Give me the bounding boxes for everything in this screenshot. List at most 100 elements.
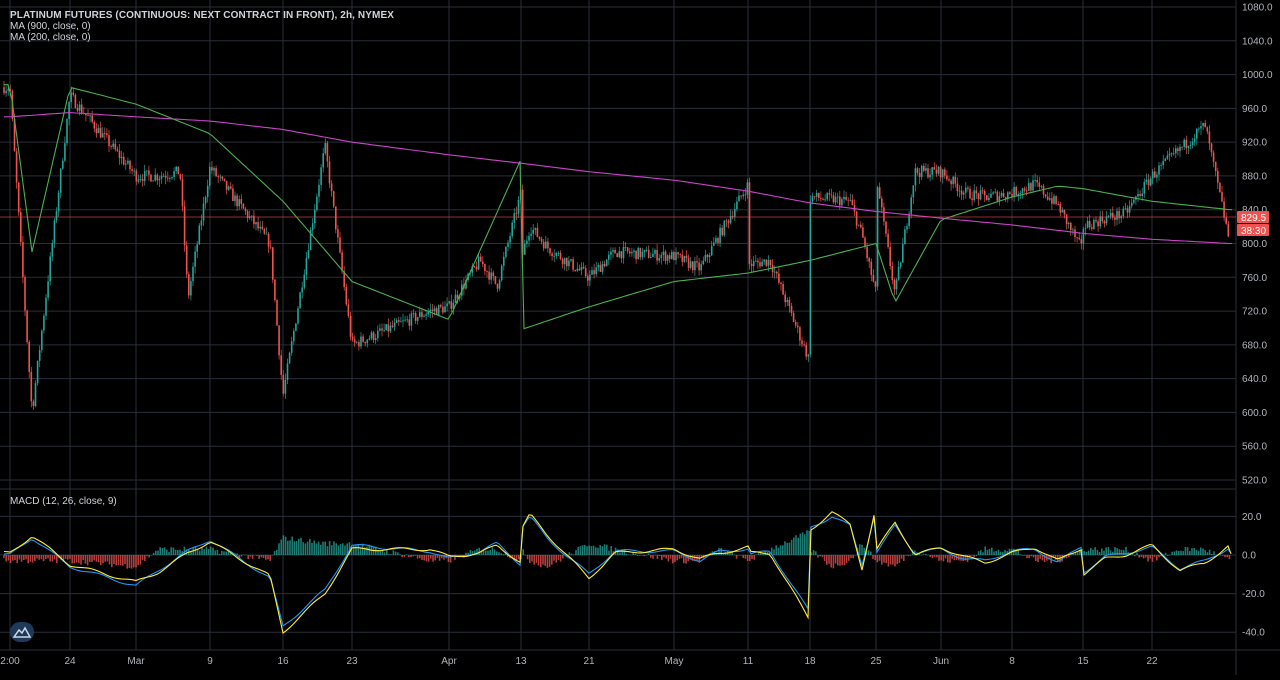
candle [513,208,516,230]
ma200-legend[interactable]: MA (200, close, 0) [10,32,91,43]
candle [297,305,299,325]
macd-histogram-bar [251,555,254,559]
candle [671,249,673,260]
candle [171,176,173,180]
macd-histogram-bar [1184,547,1187,555]
candle [834,192,837,206]
macd-histogram-bar [852,555,854,559]
candle [769,259,772,268]
macd-histogram-bar [645,555,648,556]
macd-histogram-bar [1211,554,1213,555]
macd-histogram-bar [214,550,216,555]
candle [158,175,161,187]
macd-histogram-bar [397,552,399,555]
candle [311,218,314,236]
macd-histogram-bar [20,555,23,562]
macd-histogram-bar [1182,551,1184,555]
candle [337,225,339,244]
macd-histogram-bar [16,555,18,563]
candle [114,138,117,152]
macd-histogram-bar [973,555,975,557]
macd-histogram-bar [658,555,661,556]
candle [339,232,341,254]
macd-histogram-bar [227,551,230,555]
macd-histogram-bar [254,555,256,556]
candle [593,263,595,279]
candle [95,123,98,138]
candle [973,184,975,203]
candle [326,140,329,168]
macd-histogram-bar [1213,551,1215,555]
candle [645,246,648,253]
macd-histogram-bar [722,552,725,555]
macd-histogram-bar [1156,555,1158,561]
macd-histogram-bar [1149,555,1151,559]
macd-histogram-bar [949,555,951,563]
macd-histogram-bar [258,555,260,559]
macd-histogram-bar [537,555,540,566]
candle [545,236,547,249]
candle [1139,190,1141,199]
candle [125,159,127,170]
macd-histogram-bar [652,555,654,559]
macd-histogram-bar [183,546,186,555]
macd-histogram-bar [729,552,731,555]
macd-histogram-bar [859,544,861,555]
macd-histogram-bar [1072,553,1074,555]
candle [538,236,541,241]
candle [190,277,192,301]
macd-histogram-bar [355,545,357,555]
macd-histogram-bar [665,555,667,559]
candle [276,298,278,326]
candle [377,325,379,342]
macd-histogram-bar [753,555,755,560]
candle [635,250,637,264]
macd-histogram-bar [515,555,518,561]
macd-histogram-bar [324,541,326,555]
macd-histogram-bar [366,546,368,555]
candle [335,206,337,234]
candle [51,239,54,262]
logo-icon[interactable] [10,622,34,642]
macd-tick-label: -40.0 [1242,628,1265,639]
macd-histogram-bar [104,555,106,562]
macd-histogram-bar [441,555,443,559]
candle [658,253,660,263]
candle [1105,211,1108,226]
macd-histogram-bar [322,541,324,555]
candle [1009,191,1011,195]
candle [1154,167,1156,178]
candle [391,320,394,329]
candle [122,152,125,166]
macd-histogram-bar [133,555,135,568]
candle [689,257,692,270]
macd-histogram-bar [64,555,67,559]
candle [15,148,18,189]
macd-legend[interactable]: MACD (12, 26, close, 9) [10,496,117,507]
candle [725,218,728,228]
macd-histogram-bar [630,554,632,556]
candle [878,182,881,200]
macd-histogram-bar [839,555,841,566]
macd-histogram-bar [69,555,71,559]
candle [217,174,219,183]
macd-histogram-bar [865,551,868,555]
candle [849,193,852,202]
macd-histogram-bar [854,554,857,556]
candle [169,176,171,183]
time-tick-label: 11 [743,656,754,667]
macd-histogram-bar [1006,551,1008,555]
candle [112,139,114,150]
candle [946,170,948,182]
macd-histogram-bar [194,546,197,555]
candle [715,235,717,244]
candle [578,264,581,272]
macd-histogram-bar [782,545,784,555]
ma900-legend[interactable]: MA (900, close, 0) [10,21,91,32]
candle [967,185,969,192]
candle [931,166,933,180]
candle [410,311,413,331]
macd-histogram-bar [423,555,425,561]
